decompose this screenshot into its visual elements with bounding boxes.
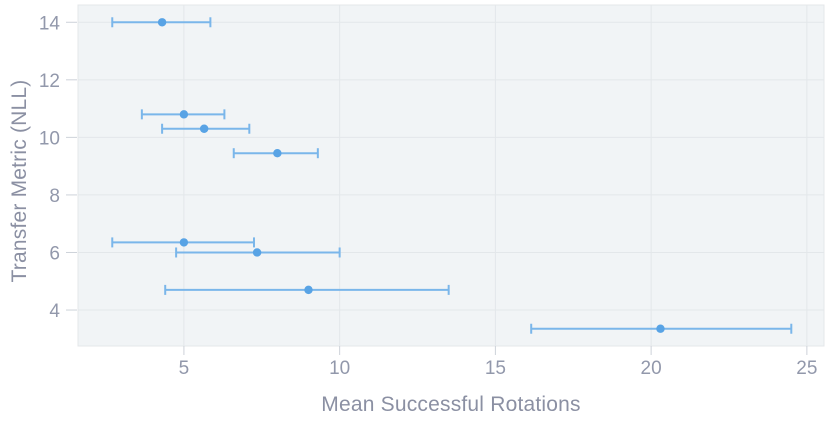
y-tick-label: 4 [49,301,60,322]
x-tick-label: 20 [641,358,662,379]
x-tick-label: 25 [796,358,817,379]
data-point-marker [273,148,282,158]
x-tick-label: 15 [485,358,506,379]
x-tick-label: 5 [179,358,190,379]
data-point-marker [179,110,189,119]
y-tick-label: 12 [39,71,60,92]
y-tick-label: 8 [49,186,60,207]
data-point-marker [179,238,189,247]
y-tick-label: 10 [39,128,60,149]
x-tick-label: 10 [329,358,350,379]
data-point-marker [157,18,167,27]
data-point-marker [199,124,209,133]
data-point-marker [252,248,262,257]
y-tick-label: 14 [39,13,61,34]
data-point-marker [656,324,665,333]
plot-area [77,4,825,347]
data-point-marker [304,285,313,295]
y-tick-label: 6 [49,243,60,264]
